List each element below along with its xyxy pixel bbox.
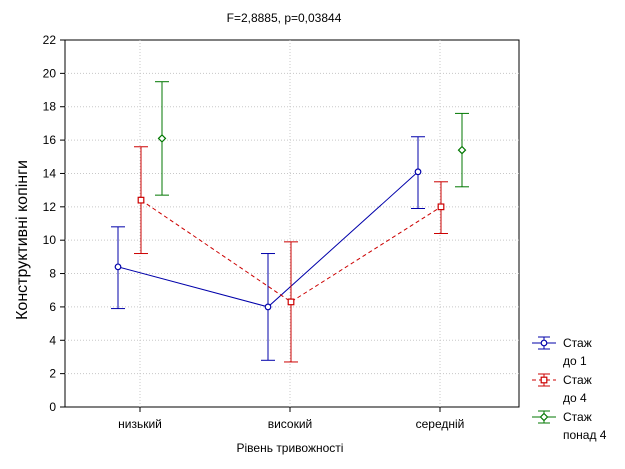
series-1	[111, 136, 425, 361]
data-point	[264, 303, 272, 311]
legend-marker	[540, 376, 548, 384]
y-tick-label: 12	[43, 200, 57, 214]
x-axis-title: Рівень тривожності	[237, 441, 344, 455]
legend-entry-2: Стаж до 4	[532, 373, 592, 405]
y-tick-label: 8	[49, 267, 56, 281]
y-tick-label: 18	[43, 100, 57, 114]
legend-marker	[539, 412, 549, 422]
data-point	[457, 145, 467, 155]
legend-label: до 1	[563, 354, 587, 368]
legend-label: до 4	[563, 391, 587, 405]
plot-area: 0 2 4 6 8 10 12 14 16 18 20 22 низький високий середні…	[43, 33, 520, 431]
legend-entry-1: Стаж до 1	[532, 336, 592, 368]
legend-marker	[540, 339, 548, 347]
x-tick-label: високий	[268, 417, 313, 431]
y-tick-label: 20	[43, 66, 57, 80]
series-3	[155, 81, 469, 196]
y-axis-title: Конструктивні копінги	[14, 160, 31, 320]
x-tick-label: середній	[416, 417, 465, 431]
y-tick-label: 0	[49, 400, 56, 414]
legend-label: понад 4	[563, 428, 607, 442]
y-tick-label: 6	[49, 300, 56, 314]
y-tick-label: 4	[49, 333, 56, 347]
y-tick-label: 2	[49, 367, 56, 381]
plot-frame	[64, 39, 520, 408]
legend-label: Стаж	[563, 373, 592, 387]
y-tick-label: 14	[43, 166, 57, 180]
series-2	[134, 146, 448, 363]
y-tick-label: 22	[43, 33, 57, 47]
data-point	[114, 263, 122, 271]
data-point	[137, 196, 145, 204]
x-tick-label: низький	[118, 417, 162, 431]
y-tick-label: 16	[43, 133, 57, 147]
data-point	[157, 134, 167, 143]
legend-label: Стаж	[563, 410, 592, 424]
data-point	[437, 203, 445, 211]
data-point	[414, 168, 422, 176]
legend-entry-3: Стаж понад 4	[532, 410, 607, 442]
chart-title: F=2,8885, p=0,03844	[227, 11, 342, 25]
legend: Стаж до 1 Стаж до 4 Стаж понад 4	[532, 336, 607, 442]
data-point	[287, 298, 295, 306]
y-tick-label: 10	[43, 233, 57, 247]
legend-label: Стаж	[563, 336, 592, 350]
